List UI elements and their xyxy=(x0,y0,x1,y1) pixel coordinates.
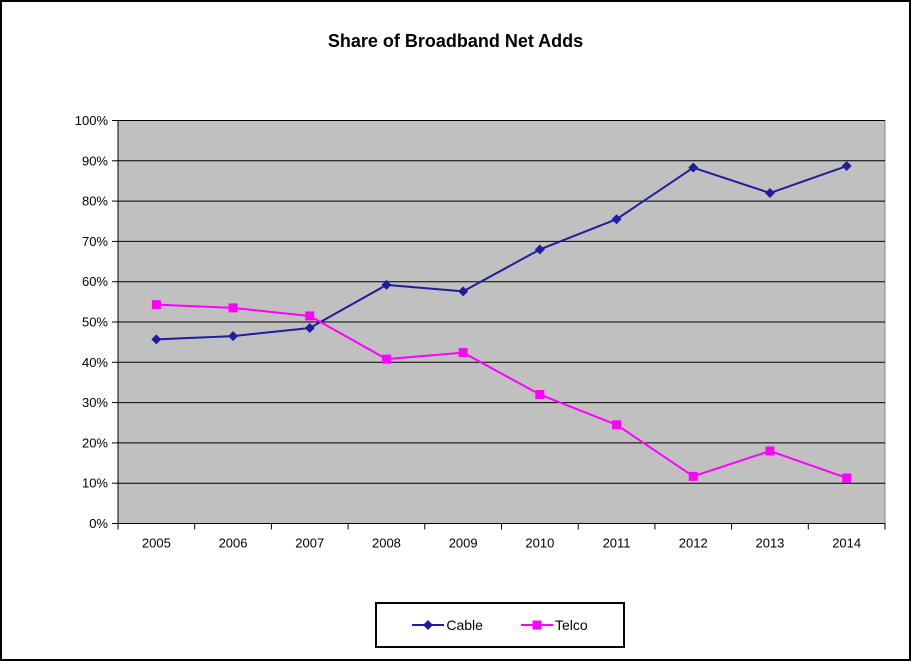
series-cable-marker-diamond xyxy=(381,279,392,290)
x-axis-label: 2005 xyxy=(142,536,171,551)
series-cable-marker-diamond xyxy=(688,162,699,173)
y-axis-label: 100% xyxy=(75,113,109,128)
legend: Cable Telco xyxy=(375,602,625,648)
series-cable-marker-diamond xyxy=(764,188,775,199)
series-telco-marker-square xyxy=(535,390,545,400)
series-cable-marker-diamond xyxy=(458,286,469,297)
y-axis-label: 50% xyxy=(82,315,108,330)
series-telco-marker-square xyxy=(688,471,698,481)
series-telco-marker-square xyxy=(612,420,622,430)
series-telco-marker-square xyxy=(228,303,238,313)
y-axis-label: 0% xyxy=(89,516,108,531)
series-telco-marker-square xyxy=(765,446,775,456)
series-cable-marker-diamond xyxy=(151,334,162,345)
legend-entry-cable: Cable xyxy=(412,617,483,633)
series-telco-marker-square xyxy=(305,311,315,321)
x-axis-label: 2009 xyxy=(449,536,478,551)
x-axis-label: 2007 xyxy=(295,536,324,551)
series-cable-marker-diamond xyxy=(534,244,545,255)
series-cable-marker-diamond xyxy=(304,323,315,334)
y-axis-label: 30% xyxy=(82,395,108,410)
y-axis-label: 60% xyxy=(82,274,108,289)
y-axis-label: 80% xyxy=(82,194,108,209)
x-axis-label: 2011 xyxy=(603,536,631,551)
series-telco-line xyxy=(156,303,847,479)
legend-entry-telco: Telco xyxy=(520,617,588,633)
telco-legend-sample xyxy=(520,620,553,630)
cable-line-swatch xyxy=(412,618,445,632)
x-axis-label: 2014 xyxy=(832,536,861,551)
series-telco-marker-square xyxy=(842,473,852,483)
legend-label-cable: Cable xyxy=(446,617,483,633)
x-axis-label: 2006 xyxy=(219,536,248,551)
y-axis-label: 10% xyxy=(82,476,108,491)
y-axis-label: 70% xyxy=(82,234,108,249)
x-axis-label: 2013 xyxy=(755,536,784,551)
series-cable-marker-diamond xyxy=(228,331,239,342)
y-axis-label: 90% xyxy=(82,153,108,168)
x-axis-label: 2012 xyxy=(679,536,708,551)
x-axis-label: 2008 xyxy=(372,536,401,551)
series-telco-marker-square xyxy=(381,354,391,364)
series-telco-marker-square xyxy=(151,300,161,310)
chart-title: Share of Broadband Net Adds xyxy=(327,31,584,51)
series-cable-marker-diamond xyxy=(611,214,622,225)
y-axis-label: 40% xyxy=(82,355,108,370)
legend-label-telco: Telco xyxy=(554,617,588,633)
telco-line-swatch xyxy=(520,618,553,632)
y-axis-label: 20% xyxy=(82,435,108,450)
series-telco-marker-square xyxy=(458,348,468,358)
series-cable-marker-diamond xyxy=(841,161,852,172)
cable-legend-sample xyxy=(412,620,445,630)
x-axis-label: 2010 xyxy=(525,536,554,551)
series-cable-line xyxy=(156,165,847,341)
